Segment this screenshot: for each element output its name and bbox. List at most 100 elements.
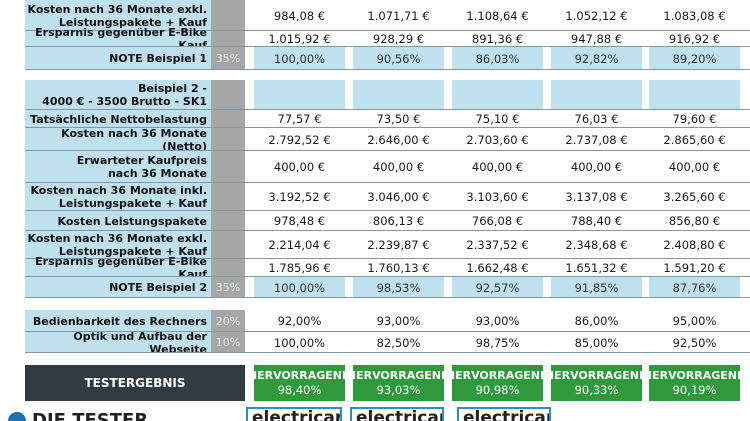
- row-divider: [25, 331, 750, 332]
- row-label: Beispiel 2 - 4000 € - 3500 Brutto - SK1: [25, 80, 211, 110]
- result-badge: HERVORRAGEND 90,33%: [545, 365, 648, 401]
- row-label: Kosten nach 36 Monate exkl. Leistungspak…: [25, 0, 211, 31]
- table-cell: 76,03 €: [551, 110, 642, 128]
- row-divider: [25, 352, 750, 353]
- row-weight: [211, 259, 245, 277]
- table-cell: 947,88 €: [551, 31, 642, 47]
- table-cell: 100,00%: [254, 277, 345, 298]
- table-row: Bedienbarkeit des Rechners 20% 92,00% 93,00…: [0, 310, 750, 332]
- table-row: Tatsächliche Nettobelastung 77,57 € 73,50 …: [0, 110, 750, 128]
- table-row: Kosten nach 36 Monate exkl. Leistungspak…: [0, 0, 750, 31]
- table-cell: 92,82%: [551, 47, 642, 70]
- table-cell: 2.737,08 €: [551, 128, 642, 151]
- table-cell: 79,60 €: [649, 110, 740, 128]
- row-weight: 35%: [211, 277, 245, 298]
- table-row: Erwarteter Kaufpreis nach 36 Monate 400,0…: [0, 151, 750, 183]
- table-cell: 400,00 €: [254, 151, 345, 183]
- table-cell: 93,00%: [452, 310, 543, 332]
- table-cell: 73,50 €: [353, 110, 444, 128]
- table-cell: 891,36 €: [452, 31, 543, 47]
- row-weight: 20%: [211, 310, 245, 332]
- row-weight: [211, 151, 245, 183]
- table-row: Kosten nach 36 Monate (Netto) 2.792,52 € 2…: [0, 127, 750, 153]
- result-title: HERVORRAGEND: [346, 369, 451, 382]
- result-title: HERVORRAGEND: [544, 369, 649, 382]
- result-title: HERVORRAGEND: [247, 369, 352, 382]
- row-label: Kosten nach 36 Monate inkl. Leistungspak…: [25, 183, 211, 211]
- row-divider: [25, 150, 750, 151]
- result-badge: HERVORRAGEND 90,98%: [446, 365, 549, 401]
- table-cell: 1.651,32 €: [551, 259, 642, 277]
- provider-logo-3: electricar: [457, 407, 551, 421]
- tester-logo-icon: [8, 411, 26, 421]
- result-value: 98,40%: [277, 383, 322, 397]
- table-cell: 400,00 €: [353, 151, 444, 183]
- row-weight: [211, 183, 245, 211]
- row-weight: [211, 231, 245, 259]
- provider-logo-1: electricar: [246, 407, 342, 421]
- table-cell: 1.108,64 €: [452, 0, 543, 31]
- table-cell: [649, 80, 740, 110]
- row-divider: [25, 69, 750, 70]
- table-row: Beispiel 2 - 4000 € - 3500 Brutto - SK1: [0, 80, 750, 110]
- table-cell: 77,57 €: [254, 110, 345, 128]
- row-weight: [211, 80, 245, 110]
- table-row: Kosten nach 36 Monate inkl. Leistungspak…: [0, 183, 750, 211]
- row-divider: [25, 210, 750, 211]
- row-weight: [211, 0, 245, 31]
- table-cell: 86,03%: [452, 47, 543, 70]
- table-cell: 978,48 €: [254, 211, 345, 231]
- row-weight: [211, 110, 245, 128]
- table-cell: 856,80 €: [649, 211, 740, 231]
- table-cell: 1.083,08 €: [649, 0, 740, 31]
- table-cell: 1.785,96 €: [254, 259, 345, 277]
- table-cell: [353, 80, 444, 110]
- row-divider: [25, 258, 750, 259]
- row-label: NOTE Beispiel 1: [25, 47, 211, 70]
- result-title: HERVORRAGEND: [445, 369, 550, 382]
- row-weight: 10%: [211, 332, 245, 353]
- table-cell: 1.662,48 €: [452, 259, 543, 277]
- row-label: Kosten Leistungspakete: [25, 211, 211, 231]
- table-cell: 85,00%: [551, 332, 642, 353]
- table-cell: 92,00%: [254, 310, 345, 332]
- table-cell: 86,00%: [551, 310, 642, 332]
- table-row: Optik und Aufbau der Webseite 10% 100,00% 8…: [0, 330, 750, 356]
- result-title: HERVORRAGEND: [642, 369, 747, 382]
- table-cell: 1.052,12 €: [551, 0, 642, 31]
- table-cell: 75,10 €: [452, 110, 543, 128]
- row-label: Kosten nach 36 Monate exkl. Leistungspak…: [25, 231, 211, 259]
- tester-label: DIE TESTER: [32, 410, 149, 421]
- table-cell: 2.214,04 €: [254, 231, 345, 259]
- row-divider: [25, 230, 750, 231]
- table-cell: 3.046,00 €: [353, 183, 444, 211]
- table-cell: 928,29 €: [353, 31, 444, 47]
- row-divider: [25, 46, 750, 47]
- table-row: Ersparnis gegenüber E-Bike Kauf 1.015,92 …: [0, 26, 750, 52]
- row-divider: [25, 182, 750, 183]
- table-cell: 2.408,80 €: [649, 231, 740, 259]
- table-cell: 400,00 €: [649, 151, 740, 183]
- row-label: Erwarteter Kaufpreis nach 36 Monate: [25, 151, 211, 183]
- table-row: Kosten Leistungspakete 978,48 € 806,13 € 76…: [0, 211, 750, 231]
- table-cell: 98,53%: [353, 277, 444, 298]
- table-cell: 2.646,00 €: [353, 128, 444, 151]
- row-weight: [211, 128, 245, 151]
- table-cell: 400,00 €: [551, 151, 642, 183]
- table-row: NOTE Beispiel 1 35% 100,00% 90,56% 86,03% 92,…: [0, 47, 750, 70]
- table-cell: 916,92 €: [649, 31, 740, 47]
- table-cell: 984,08 €: [254, 0, 345, 31]
- table-cell: 92,57%: [452, 277, 543, 298]
- table-cell: 806,13 €: [353, 211, 444, 231]
- table-row: Kosten nach 36 Monate exkl. Leistungspak…: [0, 231, 750, 259]
- row-label: Tatsächliche Nettobelastung: [25, 110, 211, 128]
- row-divider: [25, 109, 750, 110]
- table-cell: 2.337,52 €: [452, 231, 543, 259]
- table-cell: 93,00%: [353, 310, 444, 332]
- row-label: NOTE Beispiel 2: [25, 277, 211, 298]
- table-cell: 2.703,60 €: [452, 128, 543, 151]
- table-cell: 98,75%: [452, 332, 543, 353]
- result-value: 90,98%: [475, 383, 520, 397]
- table-cell: 95,00%: [649, 310, 740, 332]
- table-cell: 92,50%: [649, 332, 740, 353]
